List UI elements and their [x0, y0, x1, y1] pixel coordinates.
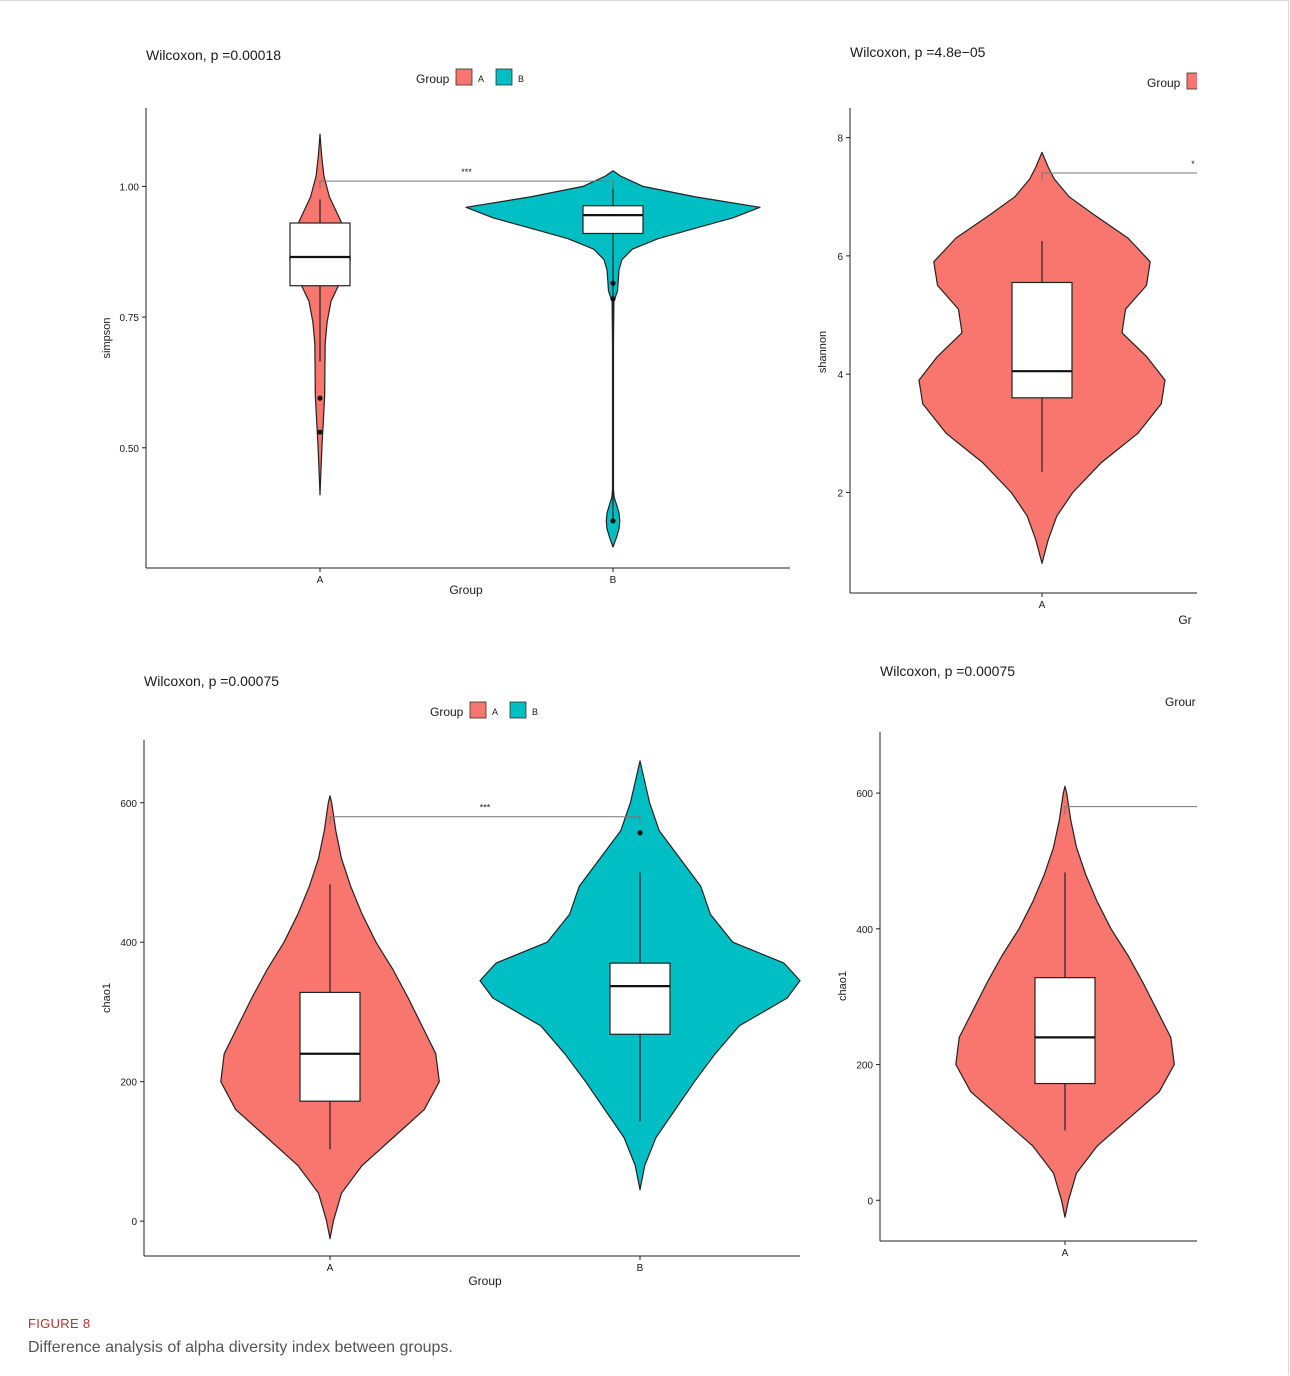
y-tick-label: 8: [837, 134, 843, 145]
box-a: [289, 222, 351, 287]
legend-swatch-a: [455, 68, 473, 86]
significance-bracket: [329, 816, 641, 825]
chart-title: Wilcoxon, p =0.00075: [144, 673, 279, 689]
x-axis-label: Group: [449, 583, 483, 597]
box-b: [582, 205, 644, 235]
x-axis-label: Group: [468, 1274, 502, 1288]
y-tick-label: 0: [131, 1217, 137, 1228]
legend-title: Group: [416, 72, 450, 86]
box-a: [299, 991, 361, 1102]
panel-simpson: Wilcoxon, p =0.00018 Group A B 0.50 0.75 1.00 s…: [101, 47, 790, 597]
significance-label: ***: [461, 167, 472, 177]
legend-label-b: B: [518, 74, 524, 84]
y-tick-label: 6: [837, 252, 843, 263]
x-tick-label: A: [327, 1263, 334, 1274]
outlier-point: [610, 518, 616, 524]
legend: Group A B: [416, 68, 524, 86]
x-tick-label: A: [1039, 600, 1046, 611]
chart-title: Wilcoxon, p =0.00018: [146, 47, 281, 63]
outlier-point: [317, 429, 323, 435]
legend-swatch-a: [1186, 72, 1197, 90]
y-axis-label: chao1: [837, 971, 849, 1001]
figure-label: FIGURE 8: [28, 1316, 91, 1331]
figure-panels: Wilcoxon, p =0.00018 Group A B 0.50 0.75 1.00 s…: [101, 44, 1215, 1288]
outlier-point: [317, 395, 323, 401]
outlier-point: [610, 296, 616, 302]
outlier-point: [610, 280, 616, 286]
panel-chao1-right: Wilcoxon, p =0.00075 Grour 0 200 400 600 chao1…: [837, 663, 1197, 1259]
panel-chao1-left: Wilcoxon, p =0.00075 Group A B 0 200 400 600 cha…: [101, 673, 801, 1288]
significance-bracket: [319, 180, 614, 190]
legend: Group A: [1147, 72, 1215, 90]
y-tick-label: 1.00: [120, 182, 140, 193]
outlier-point: [637, 830, 643, 836]
y-tick-label: 2: [837, 488, 843, 499]
x-tick-label: A: [317, 575, 324, 586]
x-tick-label: B: [637, 1263, 644, 1274]
legend-label-a: A: [1209, 78, 1215, 88]
legend-title: Group: [430, 705, 464, 719]
chart-title: Wilcoxon, p =4.8e−05: [850, 44, 986, 60]
y-tick-label: 400: [120, 938, 137, 949]
box-b: [609, 962, 671, 1035]
y-tick-label: 400: [856, 925, 873, 936]
significance-label: ***: [480, 803, 491, 813]
y-axis-label: chao1: [101, 983, 113, 1013]
y-tick-label: 200: [120, 1078, 137, 1089]
legend-title: Group: [1147, 76, 1181, 90]
box-a: [1034, 977, 1096, 1085]
y-tick-label: 200: [856, 1061, 873, 1072]
legend-label-a: A: [478, 74, 484, 84]
y-tick-label: 4: [837, 370, 843, 381]
significance-bracket: [1041, 172, 1197, 182]
x-tick-label: A: [1062, 1248, 1069, 1259]
legend: Grour: [1165, 695, 1196, 709]
legend-title: Grour: [1165, 695, 1196, 709]
y-axis-label: simpson: [101, 318, 113, 359]
x-axis-label: Gr: [1178, 613, 1191, 627]
box-a: [1011, 281, 1073, 399]
legend-swatch-b: [495, 68, 513, 86]
legend-label-b: B: [532, 707, 538, 717]
y-tick-label: 0: [867, 1196, 873, 1207]
significance-label: *: [1191, 159, 1195, 169]
legend-label-a: A: [492, 707, 498, 717]
legend-swatch-b: [509, 701, 527, 719]
y-tick-label: 600: [120, 799, 137, 810]
chart-title: Wilcoxon, p =0.00075: [880, 663, 1015, 679]
y-tick-label: 0.50: [120, 444, 140, 455]
legend: Group A B: [430, 701, 538, 719]
legend-swatch-a: [469, 701, 487, 719]
significance-bracket: [1064, 806, 1197, 815]
x-tick-label: B: [610, 575, 617, 586]
y-tick-label: 600: [856, 789, 873, 800]
y-tick-label: 0.75: [120, 313, 140, 324]
y-axis-label: shannon: [817, 331, 829, 373]
figure-caption: Difference analysis of alpha diversity i…: [28, 1339, 453, 1356]
